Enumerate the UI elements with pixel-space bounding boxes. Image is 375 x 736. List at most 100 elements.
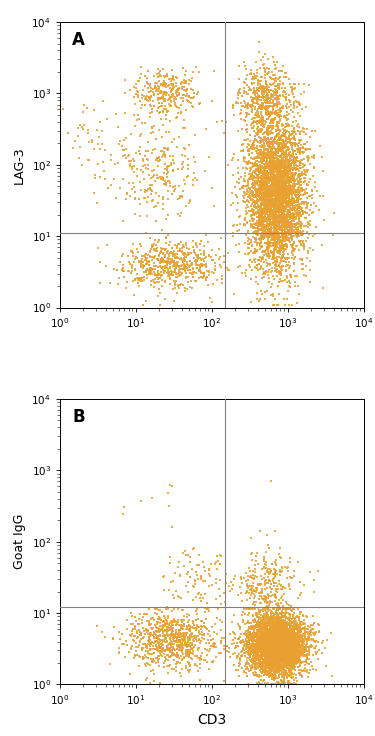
Point <box>204 229 210 241</box>
Point <box>320 165 326 177</box>
Point <box>152 234 158 246</box>
Point <box>275 191 281 203</box>
Point <box>272 612 278 624</box>
Point <box>297 184 303 196</box>
Point <box>75 122 81 134</box>
Point <box>271 216 277 227</box>
Point <box>286 156 292 168</box>
Point <box>128 129 134 141</box>
Point <box>251 152 257 163</box>
Point <box>291 629 297 641</box>
Point <box>204 598 210 609</box>
Point <box>262 198 268 210</box>
Point <box>279 623 285 634</box>
Point <box>270 209 276 221</box>
Point <box>261 82 267 93</box>
Point <box>272 146 278 158</box>
Point <box>171 269 177 280</box>
Point <box>261 175 267 187</box>
Point <box>267 645 273 657</box>
Point <box>287 552 293 564</box>
Point <box>260 629 266 641</box>
Point <box>295 611 301 623</box>
Point <box>311 197 317 209</box>
Point <box>272 242 278 254</box>
Point <box>269 185 275 197</box>
Point <box>80 123 86 135</box>
Point <box>276 548 282 559</box>
Point <box>138 128 144 140</box>
Point <box>276 93 282 105</box>
Point <box>209 656 215 668</box>
Point <box>218 624 224 636</box>
Point <box>147 629 153 641</box>
Point <box>283 209 289 221</box>
Point <box>264 113 270 125</box>
Point <box>244 594 250 606</box>
Point <box>256 168 262 180</box>
Point <box>299 643 305 655</box>
Point <box>247 638 253 650</box>
Point <box>283 210 289 222</box>
Point <box>273 187 279 199</box>
Point <box>255 185 261 197</box>
Point <box>279 632 285 644</box>
Point <box>264 241 270 252</box>
Point <box>283 622 289 634</box>
Point <box>296 643 302 655</box>
Point <box>155 636 161 648</box>
Point <box>255 220 261 232</box>
Point <box>275 91 281 103</box>
Point <box>283 638 289 650</box>
Point <box>263 135 269 147</box>
Point <box>306 209 312 221</box>
Point <box>278 644 284 656</box>
Point <box>266 542 272 553</box>
Point <box>290 671 296 683</box>
Point <box>257 137 263 149</box>
Point <box>267 643 273 654</box>
Point <box>277 642 283 654</box>
Point <box>281 621 287 633</box>
Point <box>280 187 286 199</box>
Point <box>264 82 270 94</box>
Point <box>282 148 288 160</box>
Point <box>248 662 254 674</box>
Point <box>293 657 299 668</box>
Point <box>279 193 285 205</box>
Point <box>276 631 282 643</box>
Point <box>277 157 283 169</box>
Point <box>260 636 266 648</box>
Point <box>233 96 239 107</box>
Point <box>279 642 285 654</box>
Point <box>278 620 284 632</box>
Point <box>261 645 267 657</box>
Point <box>161 584 167 596</box>
Point <box>267 626 273 637</box>
Point <box>269 625 275 637</box>
Point <box>282 668 288 679</box>
Point <box>144 626 150 638</box>
Point <box>282 634 288 646</box>
Point <box>153 621 159 633</box>
Point <box>230 579 236 591</box>
Point <box>274 654 280 666</box>
Point <box>255 175 261 187</box>
Point <box>256 645 262 657</box>
Point <box>122 107 128 119</box>
Point <box>298 210 304 222</box>
Point <box>277 185 283 197</box>
Point <box>252 598 258 610</box>
Point <box>279 652 285 664</box>
Point <box>261 48 267 60</box>
Point <box>255 187 261 199</box>
Point <box>284 239 290 251</box>
Point <box>262 85 268 97</box>
Point <box>272 642 278 654</box>
Point <box>292 628 298 640</box>
Point <box>282 212 288 224</box>
Point <box>294 155 300 167</box>
Point <box>284 210 290 222</box>
Point <box>247 648 253 659</box>
Point <box>298 199 304 210</box>
